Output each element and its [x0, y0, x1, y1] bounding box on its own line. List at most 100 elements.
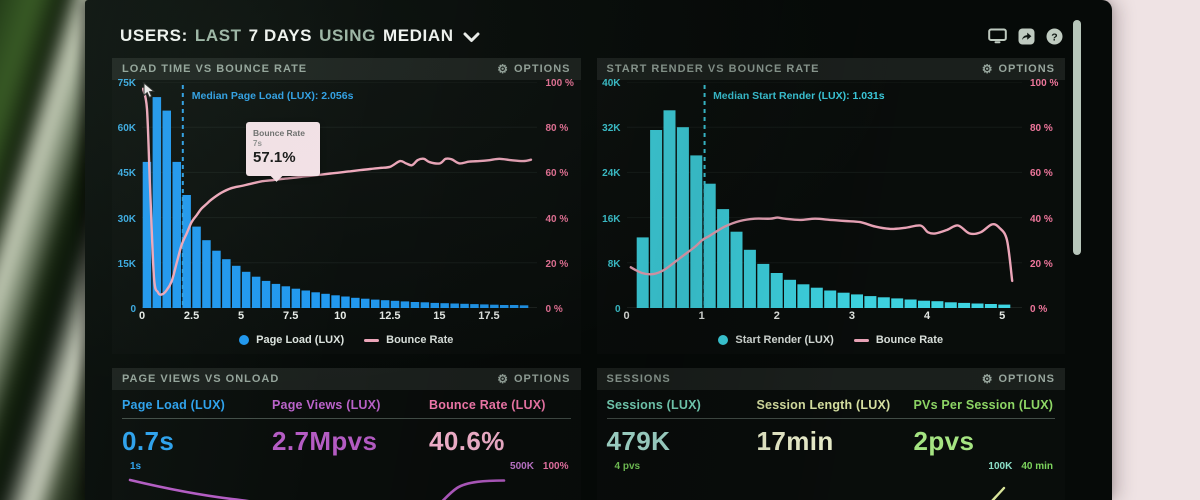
options-button[interactable]: ⚙ OPTIONS [497, 63, 570, 75]
metric-label: Session Length (LUX) [756, 398, 914, 419]
y-tick: 40K [602, 78, 621, 89]
metric-label: Page Load (LUX) [122, 398, 272, 419]
metric-label: PVs Per Session (LUX) [913, 398, 1055, 419]
title-using: USING [319, 26, 376, 45]
legend-dot-icon [718, 335, 729, 345]
metric-value: 17min [756, 426, 834, 456]
title-users: USERS: [120, 26, 188, 45]
x-tick: 15 [433, 310, 446, 322]
panel-header: SESSIONS ⚙ OPTIONS [596, 368, 1065, 390]
x-tick: 0 [138, 310, 146, 322]
metric-footnotes: 4 pvs 100K 40 min [597, 457, 1066, 472]
window-actions: ? [988, 28, 1063, 45]
footnote-left: 4 pvs [614, 461, 641, 472]
y-tick: 80 % [1030, 123, 1053, 135]
gear-icon: ⚙ [497, 62, 509, 76]
gear-icon: ⚙ [981, 62, 994, 76]
title-median: MEDIAN [382, 26, 454, 45]
x-tick: 7.5 [283, 310, 299, 322]
y-tick: 60 % [1030, 168, 1053, 180]
y-tick: 0 [614, 304, 621, 315]
metric-label: Page Views (LUX) [272, 398, 429, 419]
legend-item[interactable]: Bounce Rate [364, 334, 453, 346]
x-tick: 2 [773, 310, 780, 322]
footnotes-right: 500K 100% [510, 461, 568, 472]
gear-icon: ⚙ [981, 372, 994, 386]
options-label: OPTIONS [998, 373, 1055, 385]
display-button[interactable] [988, 28, 1007, 44]
metric-columns: Page Load (LUX) 0.7s Page Views (LUX) 2.7Mp… [112, 390, 581, 457]
y-axis-left: 40K 32K 24K 16K 8K 0 [597, 78, 627, 315]
options-button[interactable]: ⚙ OPTIONS [982, 373, 1055, 385]
tooltip-value: 57.1% [253, 149, 296, 166]
sessions-sparkline [990, 486, 1005, 500]
panel-header: PAGE VIEWS VS ONLOAD ⚙ OPTIONS [112, 368, 581, 390]
metric-value: 40.6% [429, 426, 505, 456]
y-tick: 0 % [1030, 304, 1048, 315]
title-last: LAST [194, 26, 242, 45]
y-tick: 40 % [545, 213, 569, 225]
metric: Session Length (LUX) 17min [756, 398, 914, 457]
y-tick: 0 % [545, 304, 563, 315]
help-icon: ? [1046, 28, 1063, 44]
x-axis: 0 2.5 5 7.5 10 12.5 15 17.5 [138, 310, 537, 326]
scrollbar[interactable] [1073, 20, 1081, 255]
y-tick: 45K [117, 168, 136, 180]
legend-label: Start Render (LUX) [735, 334, 834, 346]
options-button[interactable]: ⚙ OPTIONS [497, 373, 570, 385]
x-tick: 12.5 [379, 310, 401, 322]
x-tick: 0 [623, 310, 630, 322]
y-tick: 15K [117, 258, 136, 270]
legend-item[interactable]: Start Render (LUX) [718, 334, 834, 346]
metric-value: 2pvs [913, 426, 975, 456]
y-tick: 8K [607, 258, 621, 270]
y-axis-right: 100 % 80 % 60 % 40 % 20 % 0 % [1021, 78, 1065, 315]
y-tick: 100 % [1030, 78, 1059, 89]
users-range-dropdown[interactable]: USERS: LAST 7 DAYS USING MEDIAN [120, 26, 480, 46]
chevron-down-icon [463, 32, 480, 42]
svg-text:?: ? [1051, 31, 1057, 43]
y-tick: 60K [117, 123, 136, 135]
metric-label: Sessions (LUX) [606, 398, 757, 419]
x-tick: 3 [848, 310, 855, 322]
x-tick: 2.5 [183, 310, 200, 322]
y-tick: 30K [117, 213, 136, 225]
legend-item[interactable]: Bounce Rate [853, 334, 943, 346]
x-axis: 0 1 2 3 4 5 [623, 310, 1022, 326]
x-tick: 1 [698, 310, 705, 322]
chart-area: 75K 60K 45K 30K 15K 0 Median Page Load (LUX):… [112, 78, 581, 315]
x-tick: 10 [334, 310, 347, 322]
metric-value: 2.7Mpvs [272, 426, 378, 456]
laptop-screen: USERS: LAST 7 DAYS USING MEDIAN [85, 0, 1112, 500]
metric-value: 0.7s [122, 426, 175, 456]
metric: Sessions (LUX) 479K [606, 398, 757, 457]
share-button[interactable] [1018, 28, 1035, 45]
chart-plot[interactable]: Median Page Load (LUX): 2.056s Bounce Ra… [142, 82, 537, 308]
y-tick: 80 % [545, 123, 569, 135]
chart-area: 40K 32K 24K 16K 8K 0 Median Start Render (LUX… [597, 78, 1066, 315]
metric-value: 479K [606, 426, 671, 456]
panel-title: START RENDER VS BOUNCE RATE [606, 63, 820, 75]
metric-columns: Sessions (LUX) 479K Session Length (LUX) 17… [597, 390, 1066, 457]
y-tick: 24K [602, 168, 621, 180]
legend-label: Bounce Rate [386, 334, 454, 346]
tooltip: Bounce Rate 7s 57.1% [246, 122, 320, 176]
panel-header: START RENDER VS BOUNCE RATE ⚙ OPTIONS [596, 58, 1065, 80]
legend-item[interactable]: Page Load (LUX) [239, 334, 344, 346]
x-tick: 4 [924, 310, 931, 322]
panel-start-render: START RENDER VS BOUNCE RATE ⚙ OPTIONS 40… [596, 58, 1066, 354]
panel-header: LOAD TIME VS BOUNCE RATE ⚙ OPTIONS [112, 58, 581, 80]
chart-plot[interactable]: Median Start Render (LUX): 1.031s [626, 82, 1022, 308]
metric: Page Views (LUX) 2.7Mpvs [272, 398, 429, 457]
title-days: 7 DAYS [248, 26, 313, 45]
share-icon [1018, 28, 1035, 44]
options-button[interactable]: ⚙ OPTIONS [982, 63, 1055, 75]
legend-dot-icon [239, 335, 250, 345]
mouse-cursor-icon [143, 82, 156, 99]
panel-sessions: SESSIONS ⚙ OPTIONS Sessions (LUX) 479K Ses… [596, 368, 1066, 500]
help-button[interactable]: ? [1046, 28, 1063, 45]
y-tick: 16K [602, 213, 621, 225]
footnotes-right: 100K 40 min [988, 461, 1053, 472]
footnote: 100% [542, 461, 569, 472]
y-tick: 32K [602, 123, 621, 135]
